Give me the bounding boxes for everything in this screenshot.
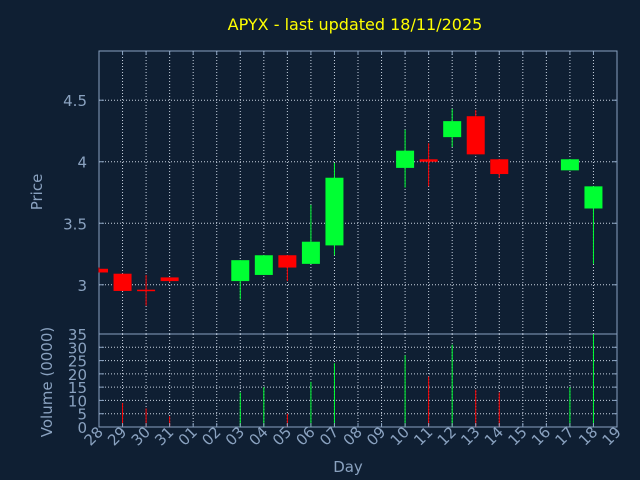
volume-tick-label: 20: [68, 366, 87, 384]
price-tick-label: 3: [77, 277, 87, 295]
candle-body: [584, 186, 603, 209]
candle-body: [99, 268, 108, 273]
volume-grid: [99, 334, 617, 427]
x-axis-label: Day: [333, 458, 363, 476]
candle-17: [560, 159, 579, 171]
candle-30: [137, 274, 156, 306]
price-tick-label: 3.5: [63, 215, 87, 233]
x-axis-ticks: 2829303101020304050607080910111213141516…: [81, 51, 625, 449]
volume-tick-label: 30: [68, 339, 87, 357]
candle-06: [301, 204, 320, 264]
price-tick-label: 4: [77, 154, 87, 172]
volume-tick-label: 25: [68, 353, 87, 371]
candle-07: [325, 162, 344, 256]
candle-body: [137, 289, 156, 292]
candle-body: [278, 255, 297, 268]
candles: [98, 108, 603, 306]
volume-bars: [122, 334, 594, 427]
candle-05: [278, 255, 297, 282]
candle-body: [419, 159, 438, 162]
candle-body: [301, 241, 320, 264]
volume-panel-frame: [98, 333, 618, 428]
candle-body: [396, 150, 415, 168]
price-axis-label: Price: [28, 174, 46, 211]
volume-tick-label: 35: [68, 326, 87, 344]
volume-tick-label: 10: [68, 392, 87, 410]
candle-14: [490, 159, 509, 178]
price-panel: 3 3.5 4 4.5 Price: [28, 50, 618, 335]
volume-tick-label: 5: [77, 406, 87, 424]
candle-body: [160, 277, 179, 282]
candle-29: [113, 273, 132, 291]
price-axis-ticks: 3 3.5 4 4.5: [63, 92, 617, 295]
candle-body: [325, 177, 344, 246]
candle-body: [443, 121, 462, 138]
candle-body: [113, 273, 132, 291]
candle-28: [98, 267, 108, 273]
candle-03: [231, 260, 250, 300]
chart-title: APYX - last updated 18/11/2025: [228, 15, 483, 34]
volume-tick-label: 0: [77, 419, 87, 437]
price-tick-label: 4.5: [63, 92, 87, 110]
candle-11: [419, 143, 438, 187]
candle-body: [560, 159, 579, 171]
candle-18: [584, 186, 603, 264]
candle-body: [490, 159, 509, 175]
candle-12: [443, 108, 462, 147]
volume-tick-label: 15: [68, 379, 87, 397]
candle-body: [254, 255, 273, 275]
price-grid: [99, 51, 617, 334]
candle-10: [396, 129, 415, 188]
candle-body: [231, 260, 250, 282]
candle-04: [254, 255, 273, 275]
volume-axis-label: Volume (0000): [38, 327, 56, 437]
candle-body: [466, 116, 485, 155]
candle-31: [160, 277, 179, 283]
candle-13: [466, 110, 485, 155]
